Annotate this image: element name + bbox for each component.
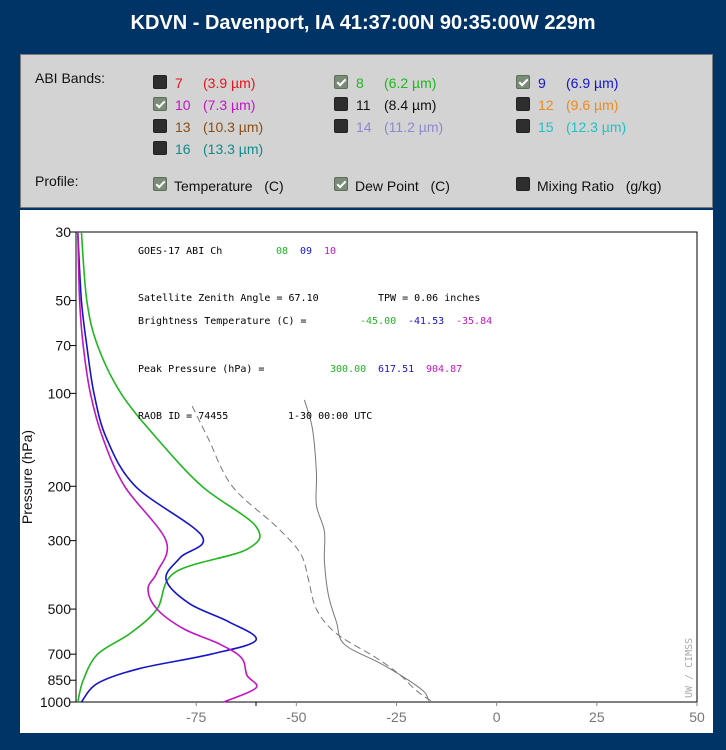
band-wavelength: (3.9 µm) <box>203 75 256 91</box>
band-number: 7 <box>175 75 183 91</box>
band-12-checkbox[interactable] <box>516 97 530 111</box>
band-16-checkbox[interactable] <box>153 141 167 155</box>
band-wavelength: (6.2 µm) <box>384 75 437 91</box>
annotation-pp-value: 300.00 <box>330 364 366 375</box>
band-7-checkbox[interactable] <box>153 75 167 89</box>
x-tick-label: 0 <box>493 709 501 725</box>
annotation-header: GOES-17 ABI Ch <box>138 246 222 257</box>
band-wavelength: (13.3 µm) <box>203 141 264 157</box>
y-tick-label: 1000 <box>40 694 71 710</box>
annotation-bt-value: -45.00 <box>360 316 396 327</box>
band-12-label: 12 (9.6 µm) <box>538 97 618 113</box>
series-temperature-line <box>303 399 430 701</box>
y-tick-label: 30 <box>55 224 71 240</box>
series-09-line <box>77 231 257 703</box>
band-11-label: 11 (8.4 µm) <box>356 97 436 113</box>
band-9-label: 9 (6.9 µm) <box>538 75 618 91</box>
band-number: 14 <box>356 119 372 135</box>
band-10-label: 10 (7.3 µm) <box>175 97 255 113</box>
band-14-label: 14 (11.2 µm) <box>356 119 443 135</box>
band-number: 15 <box>538 119 554 135</box>
band-number: 13 <box>175 119 191 135</box>
series-10-line <box>77 231 258 703</box>
band-wavelength: (7.3 µm) <box>203 97 256 113</box>
x-tick-label: -75 <box>186 709 206 725</box>
band-10-checkbox[interactable] <box>153 97 167 111</box>
profile-label: Profile: <box>35 173 79 189</box>
band-8-checkbox[interactable] <box>334 75 348 89</box>
plot-frame <box>75 231 698 703</box>
profile-checkbox-0[interactable] <box>153 177 167 191</box>
annotation-pp-value: 904.87 <box>426 364 462 375</box>
band-11-checkbox[interactable] <box>334 97 348 111</box>
y-tick-label: 850 <box>48 672 72 688</box>
y-tick-label: 70 <box>55 338 71 354</box>
band-number: 9 <box>538 75 546 91</box>
annotation-tpw: TPW = 0.06 inches <box>378 293 480 304</box>
band-wavelength: (8.4 µm) <box>384 97 437 113</box>
profile-label-0: Temperature (C) <box>174 178 284 194</box>
band-wavelength: (12.3 µm) <box>566 119 627 135</box>
band-14-checkbox[interactable] <box>334 119 348 133</box>
y-tick-label: 200 <box>48 478 72 494</box>
band-number: 10 <box>175 97 191 113</box>
skewt-chart: Pressure (hPa) 3050701002003005007008501… <box>20 224 705 725</box>
profile-label-2: Mixing Ratio (g/kg) <box>537 178 662 194</box>
annotation-time: 1-30 00:00 UTC <box>288 411 372 422</box>
band-13-checkbox[interactable] <box>153 119 167 133</box>
band-number: 11 <box>356 97 371 113</box>
y-tick-label: 100 <box>48 385 72 401</box>
band-wavelength: (9.6 µm) <box>566 97 619 113</box>
abi-bands-label: ABI Bands: <box>35 70 106 86</box>
chart-area: Pressure (hPa) 30 50 70 100 200 300 500 700 850 1… <box>20 210 713 733</box>
annotation-channel: 09 <box>300 246 312 257</box>
y-axis-label: Pressure (hPa) <box>20 430 35 524</box>
annotation-pp-value: 617.51 <box>378 364 414 375</box>
band-wavelength: (10.3 µm) <box>203 119 264 135</box>
x-tick-label: 25 <box>589 709 605 725</box>
control-panel: ABI Bands: 7 (3.9 µm) 8 (6.2 µm) 9 (6.9 µm) 10… <box>20 54 713 208</box>
y-tick-label: 500 <box>48 601 72 617</box>
profile-checkbox-2[interactable] <box>516 177 530 191</box>
annotation-bt-label: Brightness Temperature (C) = <box>138 316 307 327</box>
annotation-zenith: Satellite Zenith Angle = 67.10 <box>138 293 319 304</box>
band-number: 16 <box>175 141 191 157</box>
series-dew-point-line <box>191 405 433 703</box>
band-8-label: 8 (6.2 µm) <box>356 75 436 91</box>
band-13-label: 13 (10.3 µm) <box>175 119 263 135</box>
band-wavelength: (11.2 µm) <box>384 119 444 135</box>
y-tick-label: 300 <box>48 533 72 549</box>
annotation-pp-label: Peak Pressure (hPa) = <box>138 364 264 375</box>
profile-label-1: Dew Point (C) <box>355 178 450 194</box>
band-wavelength: (6.9 µm) <box>566 75 619 91</box>
y-tick-label: 50 <box>55 292 71 308</box>
profile-checkbox-1[interactable] <box>334 177 348 191</box>
y-tick-label: 700 <box>48 646 72 662</box>
annotation-bt-value: -35.84 <box>456 316 492 327</box>
x-tick-label: -25 <box>386 709 406 725</box>
band-15-checkbox[interactable] <box>516 119 530 133</box>
band-15-label: 15 (12.3 µm) <box>538 119 626 135</box>
band-7-label: 7 (3.9 µm) <box>175 75 255 91</box>
band-9-checkbox[interactable] <box>516 75 530 89</box>
band-16-label: 16 (13.3 µm) <box>175 141 263 157</box>
credit-watermark: UW / CIMSS <box>684 638 695 698</box>
band-number: 12 <box>538 97 554 113</box>
annotation-channel: 10 <box>324 246 336 257</box>
page-title: KDVN - Davenport, IA 41:37:00N 90:35:00W… <box>130 12 596 34</box>
x-tick-label: 50 <box>689 709 705 725</box>
annotation-raob: RAOB ID = 74455 <box>138 411 228 422</box>
series-08-line <box>77 231 261 703</box>
annotation-bt-value: -41.53 <box>408 316 444 327</box>
annotation-channel: 08 <box>276 246 288 257</box>
band-number: 8 <box>356 75 364 91</box>
x-tick-label: -50 <box>286 709 306 725</box>
